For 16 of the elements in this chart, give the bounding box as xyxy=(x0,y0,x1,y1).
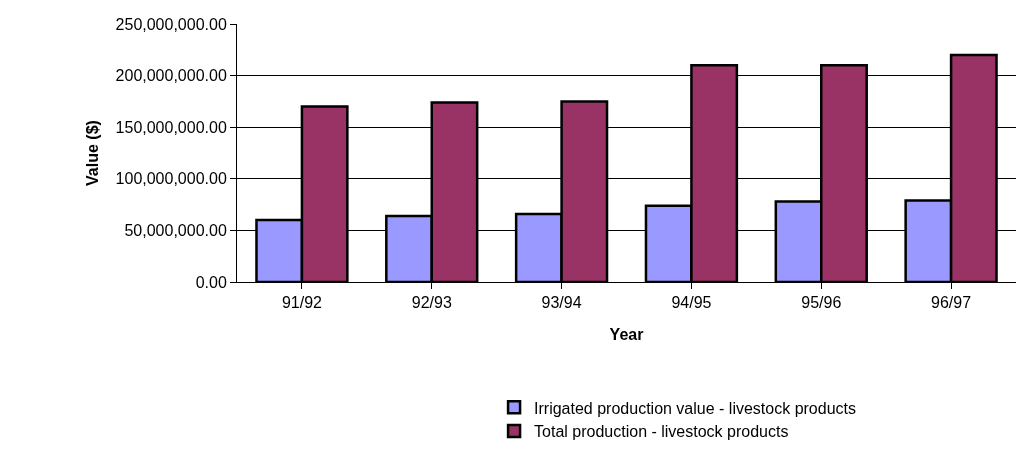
y-tick-label: 100,000,000.00 xyxy=(115,170,227,188)
y-tick-label: 200,000,000.00 xyxy=(115,67,227,85)
x-tick-label: 96/97 xyxy=(931,294,972,312)
y-tick-label: 250,000,000.00 xyxy=(115,15,227,33)
x-tick-label: 91/92 xyxy=(281,294,323,312)
x-tick-label: 92/93 xyxy=(411,294,452,312)
y-tick-label: 50,000,000.00 xyxy=(124,222,227,239)
x-tick-label: 94/95 xyxy=(671,294,712,312)
y-tick-label: 150,000,000.00 xyxy=(115,118,227,136)
legend-label: Total production - livestock products xyxy=(534,423,789,441)
x-axis-title: Year xyxy=(609,325,644,343)
y-axis-title: Value ($) xyxy=(84,120,102,186)
y-tick-label: 0.00 xyxy=(195,273,227,291)
x-tick-label: 93/94 xyxy=(541,294,582,312)
x-tick-label: 95/96 xyxy=(801,294,842,312)
legend-label: Irrigated production value - livestock products xyxy=(534,399,857,417)
